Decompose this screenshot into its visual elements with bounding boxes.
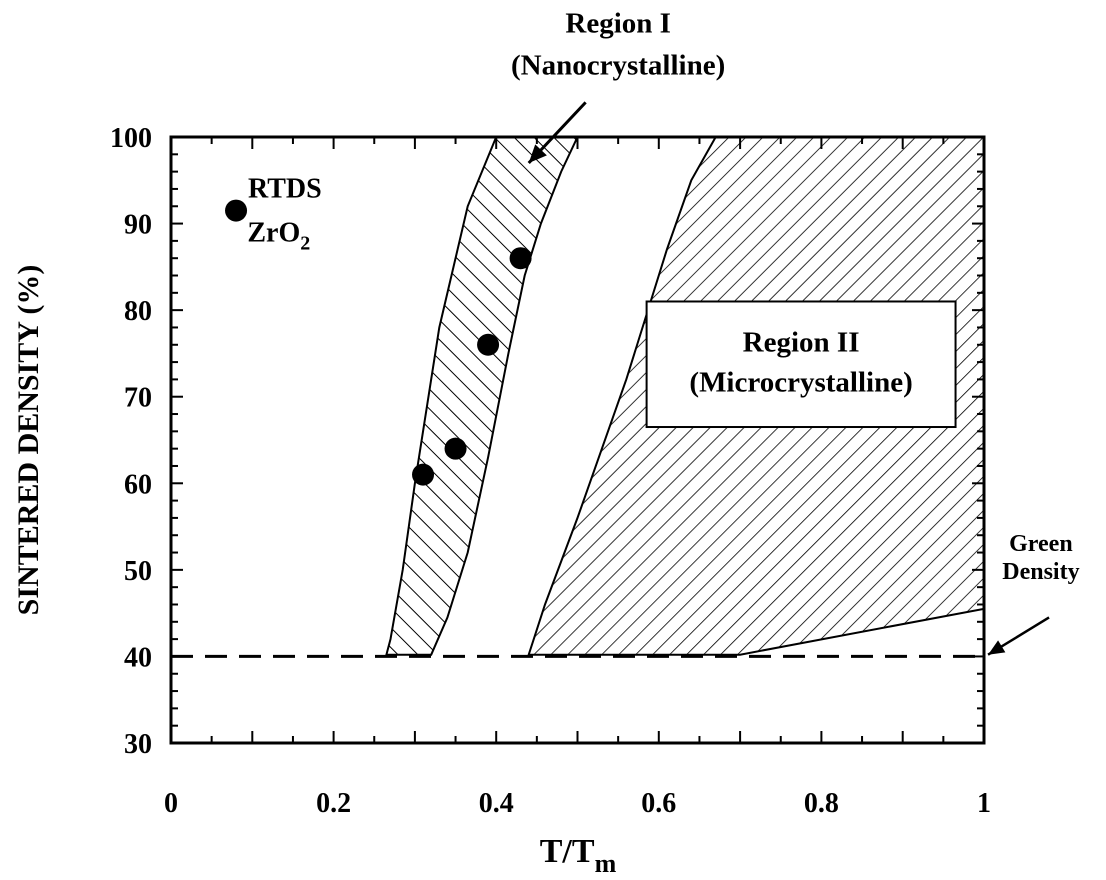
green-density-arrowhead [988,640,1006,655]
plot-frame [169,135,986,745]
region1-label-line1: Region I [565,8,671,40]
x-tick-label: 0.2 [316,788,351,819]
y-tick-label: 70 [124,383,152,414]
legend-marker [225,199,248,222]
y-tick-label: 100 [110,123,152,154]
x-axis-label: T/Tm [540,833,617,878]
legend-label-zro2-main: ZrO [247,218,300,249]
y-axis-label: SINTERED DENSITY (%) [12,265,45,616]
y-tick-label: 40 [124,642,152,673]
green-label-line1: Green [1009,531,1073,557]
y-tick-label: 30 [124,729,152,760]
region2-label-box [645,300,957,429]
region2-label-line1: Region II [743,326,860,358]
data-points [412,247,532,486]
x-tick-label: 0.8 [804,788,839,819]
data-point [477,333,500,356]
x-axis-label-sub: m [595,849,617,878]
data-point [444,437,467,460]
data-point [509,247,532,270]
y-tick-label: 90 [124,210,152,241]
x-tick-labels: 0 0.2 0.4 0.6 0.8 1 [164,788,991,819]
legend-label-zro2-sub: 2 [300,233,310,255]
region2-label-line2: (Microcrystalline) [689,366,912,398]
x-tick-label: 0 [164,788,178,819]
region1-nanocrystalline-band [385,137,579,656]
region1-arrowhead [528,144,547,163]
green-label-line2: Density [1002,559,1079,585]
y-tick-labels: 30 40 50 60 70 80 90 100 [110,123,152,760]
x-tick-label: 1 [977,788,991,819]
data-point [412,463,435,486]
x-tick-label: 0.6 [641,788,676,819]
y-tick-label: 80 [124,296,152,327]
y-tick-label: 50 [124,556,152,587]
x-axis-label-main: T/T [540,833,595,870]
x-tick-label: 0.4 [479,788,514,819]
y-tick-label: 60 [124,469,152,500]
legend-label-zro2: ZrO2 [247,218,310,255]
region1-label-line2: (Nanocrystalline) [511,50,725,82]
legend-label-rtds: RTDS [248,174,322,205]
